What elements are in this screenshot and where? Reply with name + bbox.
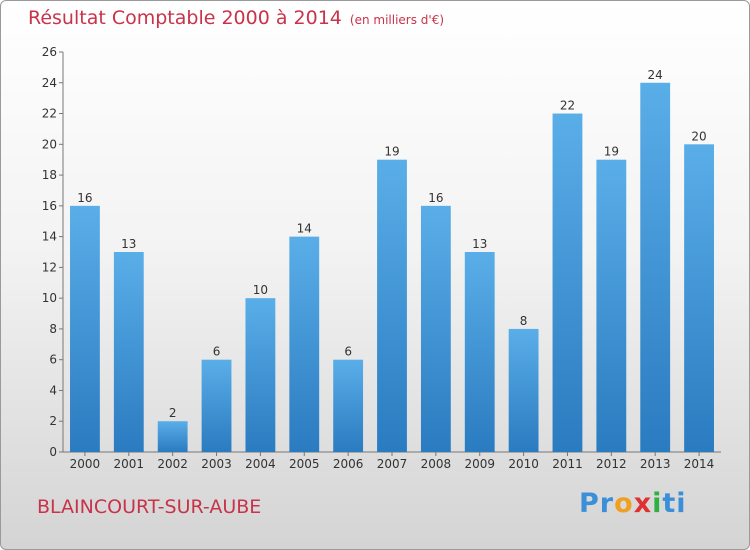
y-tick-label: 6 bbox=[49, 353, 57, 367]
x-tick-label: 2000 bbox=[70, 457, 101, 471]
logo-letter: x bbox=[633, 488, 653, 519]
x-tick-label: 2009 bbox=[464, 457, 495, 471]
unit-text: (en milliers d'€) bbox=[349, 13, 445, 27]
y-tick-label: 18 bbox=[42, 168, 57, 182]
x-tick-label: 2007 bbox=[377, 457, 408, 471]
data-label: 19 bbox=[604, 145, 619, 159]
data-label: 22 bbox=[560, 99, 575, 113]
bar bbox=[684, 144, 714, 453]
data-labels: 16 13 2 6 10 14 6 19 16 13 8 22 19 24 20 bbox=[77, 68, 706, 420]
y-tick-label: 4 bbox=[49, 383, 57, 397]
bar bbox=[420, 205, 451, 452]
x-tick-label: 2001 bbox=[114, 457, 145, 471]
bar bbox=[464, 252, 495, 452]
data-label: 6 bbox=[213, 345, 221, 359]
x-tick-label: 2003 bbox=[201, 457, 232, 471]
y-tick-label: 20 bbox=[42, 137, 57, 151]
logo-letter: P bbox=[579, 488, 600, 519]
y-tick-label: 26 bbox=[42, 45, 57, 59]
bars bbox=[70, 82, 714, 453]
title-text: Résultat Comptable 2000 à 2014 bbox=[28, 7, 342, 29]
x-tick-label: 2004 bbox=[245, 457, 276, 471]
y-tick-label: 12 bbox=[42, 260, 57, 274]
y-tick-label: 0 bbox=[49, 445, 57, 459]
data-label: 10 bbox=[253, 283, 268, 297]
bar bbox=[289, 236, 320, 452]
data-label: 8 bbox=[520, 314, 528, 328]
bar bbox=[157, 421, 188, 452]
bar bbox=[201, 359, 232, 452]
data-label: 2 bbox=[169, 406, 177, 420]
x-tick-label: 2005 bbox=[289, 457, 320, 471]
data-label: 20 bbox=[691, 129, 706, 143]
x-tick-label: 2012 bbox=[596, 457, 627, 471]
data-label: 24 bbox=[648, 68, 663, 82]
data-label: 19 bbox=[384, 145, 399, 159]
chart-title: Résultat Comptable 2000 à 2014 (en millie… bbox=[28, 7, 444, 29]
bar bbox=[552, 113, 583, 453]
bar bbox=[640, 82, 671, 453]
data-label: 16 bbox=[77, 191, 92, 205]
logo-letter: r bbox=[599, 488, 615, 519]
y-tick-label: 24 bbox=[42, 76, 57, 90]
data-label: 14 bbox=[297, 222, 312, 236]
bar bbox=[596, 159, 627, 452]
bar bbox=[377, 159, 407, 452]
y-tick-label: 16 bbox=[42, 199, 57, 213]
x-tick-label: 2002 bbox=[157, 457, 188, 471]
data-label: 13 bbox=[472, 237, 487, 251]
logo-letter: i bbox=[652, 488, 663, 519]
x-tick-label: 2008 bbox=[421, 457, 452, 471]
bar bbox=[113, 252, 144, 452]
y-tick-label: 10 bbox=[42, 291, 57, 305]
y-tick-label: 8 bbox=[49, 322, 57, 336]
y-tick-label: 2 bbox=[49, 414, 57, 428]
bar bbox=[333, 359, 364, 452]
bar bbox=[70, 205, 100, 452]
x-tick-label: 2014 bbox=[684, 457, 715, 471]
logo-letter: t bbox=[662, 488, 677, 519]
logo-letter: o bbox=[614, 488, 634, 519]
bar bbox=[508, 328, 539, 452]
y-tick-label: 14 bbox=[42, 230, 57, 244]
data-label: 16 bbox=[428, 191, 443, 205]
x-tick-label: 2006 bbox=[333, 457, 364, 471]
x-tick-label: 2010 bbox=[508, 457, 539, 471]
x-tick-label: 2011 bbox=[552, 457, 583, 471]
data-label: 6 bbox=[344, 345, 352, 359]
y-tick-label: 22 bbox=[42, 107, 57, 121]
commune-name: BLAINCOURT-SUR-AUBE bbox=[37, 496, 262, 518]
bar bbox=[245, 298, 276, 452]
data-label: 13 bbox=[121, 237, 136, 251]
proxiti-logo: Proxiti bbox=[579, 488, 687, 519]
logo-letter: i bbox=[676, 488, 687, 519]
x-tick-label: 2013 bbox=[640, 457, 671, 471]
